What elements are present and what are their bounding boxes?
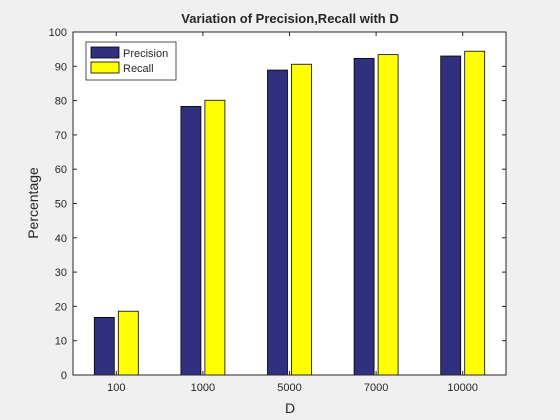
x-tick-label: 100	[107, 382, 125, 394]
bar-recall-100	[117, 310, 139, 376]
y-tick-label: 40	[55, 233, 67, 245]
y-tick-label: 20	[55, 301, 67, 313]
legend-label-recall: Recall	[123, 63, 154, 75]
x-tick-label: 5000	[277, 382, 301, 394]
bar-precision-5000	[267, 69, 288, 376]
y-tick-label: 70	[55, 130, 67, 142]
chart-title: Variation of Precision,Recall with D	[181, 11, 398, 26]
bars	[93, 50, 486, 376]
bar-recall-7000	[377, 54, 399, 376]
y-tick-label: 10	[55, 336, 67, 348]
y-tick-label: 50	[55, 199, 67, 211]
y-axis-label: Percentage	[25, 167, 41, 239]
legend-swatch-recall	[90, 61, 120, 74]
bar-recall-5000	[291, 63, 312, 376]
legend-label-precision: Precision	[123, 48, 168, 60]
bar-recall-10000	[464, 50, 486, 376]
plot-area	[73, 32, 506, 375]
y-tick-label: 100	[49, 27, 67, 39]
axes-box	[72, 31, 507, 376]
y-tick-label: 60	[55, 164, 67, 176]
bar-precision-100	[93, 316, 115, 376]
y-tick-label: 90	[55, 61, 67, 73]
legend: Precision Recall	[85, 41, 177, 81]
bar-precision-10000	[440, 55, 462, 376]
x-tick-label: 1000	[191, 382, 215, 394]
x-axis-ticks: 100 1000 5000 7000 10000	[107, 32, 478, 394]
y-tick-label: 80	[55, 96, 67, 108]
y-axis-ticks: 0 10 20 30 40 50 60 70 80 90 100	[49, 27, 506, 382]
bar-precision-7000	[353, 58, 375, 376]
x-axis-label: D	[285, 400, 295, 416]
y-tick-label: 30	[55, 267, 67, 279]
y-tick-label: 0	[61, 370, 67, 382]
x-tick-label: 10000	[447, 382, 478, 394]
legend-swatch-precision	[90, 46, 120, 59]
bar-recall-1000	[204, 99, 226, 376]
bar-precision-1000	[180, 106, 202, 376]
x-tick-label: 7000	[364, 382, 388, 394]
